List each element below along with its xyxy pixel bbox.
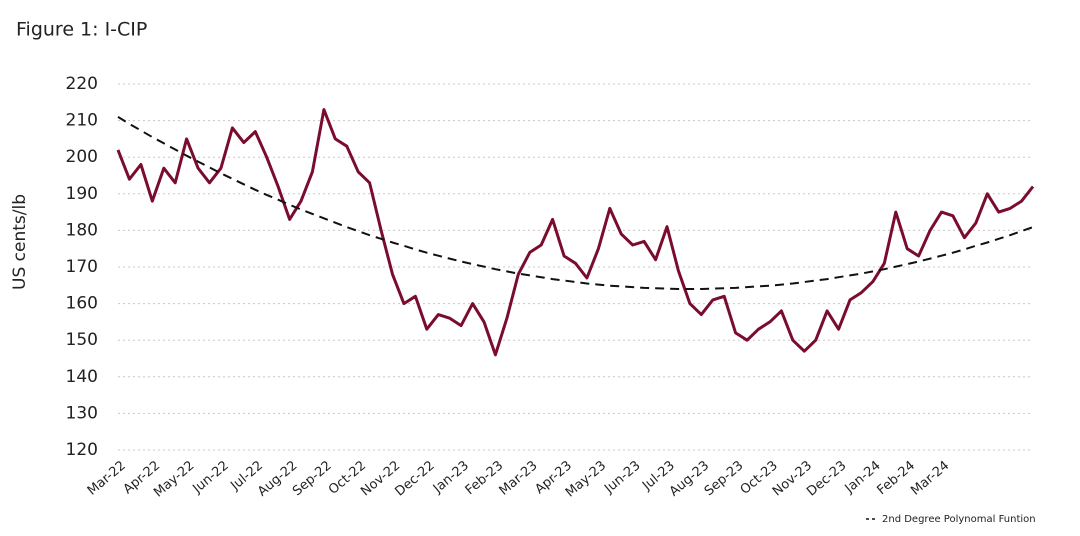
x-tick-label: Mar-22	[85, 458, 129, 498]
x-tick-label: Sep-23	[702, 458, 747, 499]
x-tick-label: Aug-22	[255, 458, 300, 499]
x-tick-label: Dec-22	[392, 458, 437, 499]
x-tick-label: Aug-23	[667, 458, 712, 499]
y-tick-label: 220	[66, 74, 98, 94]
y-axis-label: US cents/lb	[10, 194, 30, 290]
y-tick-label: 210	[66, 111, 98, 131]
y-tick-label: 160	[66, 294, 98, 314]
x-tick-label: Mar-24	[908, 458, 952, 498]
trend-line	[117, 116, 1034, 290]
y-tick-label: 130	[66, 403, 98, 423]
chart-title: Figure 1: I-CIP	[16, 19, 147, 41]
y-tick-label: 200	[66, 147, 98, 167]
y-tick-label: 190	[66, 184, 98, 204]
x-tick-label: Sep-22	[290, 458, 335, 499]
y-tick-label: 150	[66, 330, 98, 350]
x-tick-label: Jun-22	[190, 458, 232, 497]
y-tick-label: 170	[66, 257, 98, 277]
y-tick-label: 180	[66, 220, 98, 240]
legend-label: 2nd Degree Polynomal Funtion	[882, 514, 1036, 525]
y-tick-label: 140	[66, 367, 98, 387]
y-tick-label: 120	[66, 440, 98, 460]
x-tick-label: Mar-23	[497, 458, 541, 498]
x-tick-label: Jun-23	[601, 458, 643, 497]
x-tick-label: Dec-23	[804, 458, 849, 499]
data-line	[116, 108, 1035, 357]
